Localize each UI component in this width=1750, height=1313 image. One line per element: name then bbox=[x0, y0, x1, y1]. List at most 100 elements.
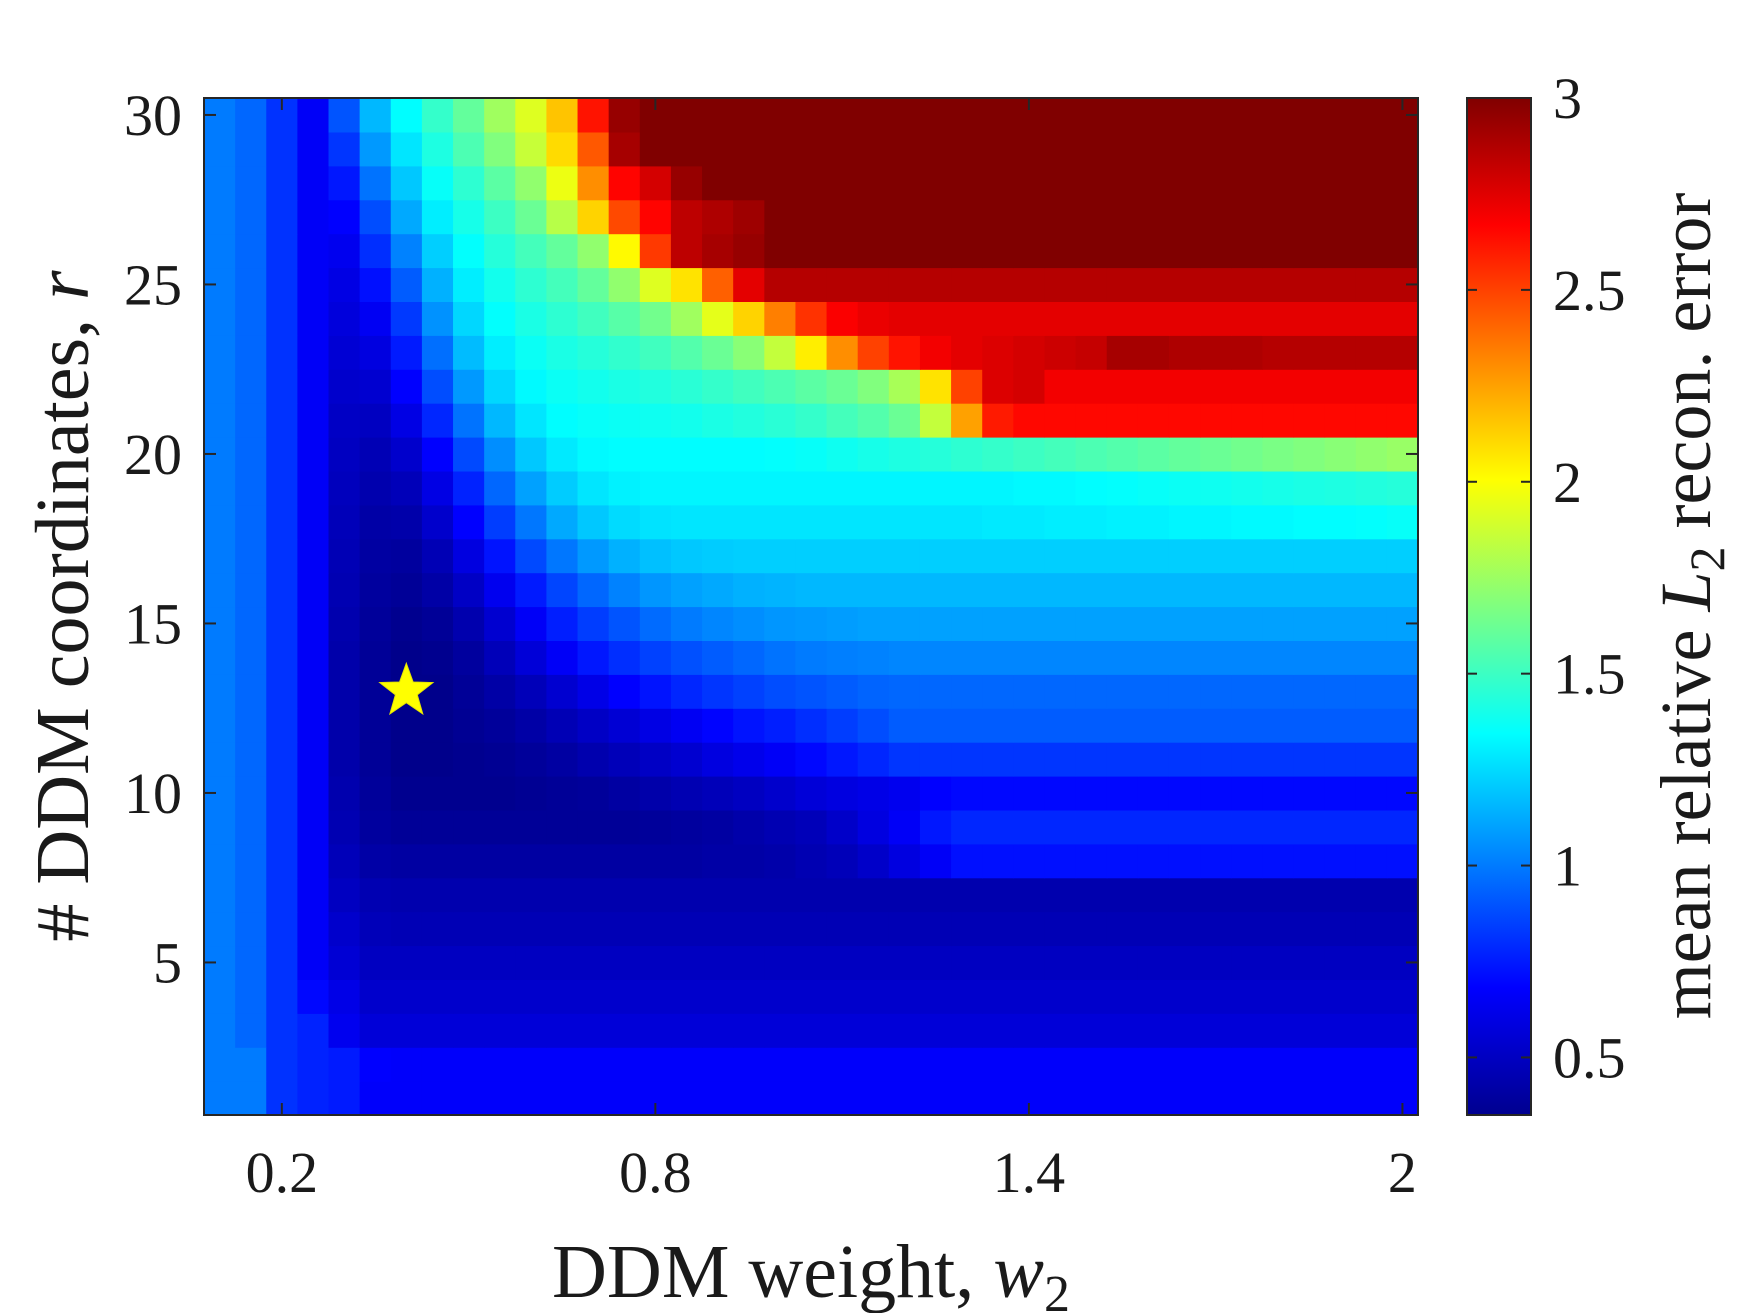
heatmap-cell bbox=[982, 1013, 1014, 1048]
heatmap-cell bbox=[577, 504, 610, 540]
heatmap-cell bbox=[1013, 708, 1046, 743]
heatmap-cell bbox=[888, 335, 921, 370]
heatmap-cell bbox=[951, 233, 983, 269]
heatmap-cell bbox=[1013, 403, 1046, 438]
heatmap-cell bbox=[764, 945, 797, 980]
heatmap-cell bbox=[1231, 674, 1263, 709]
heatmap-cell bbox=[390, 538, 423, 574]
heatmap-cell bbox=[1137, 233, 1170, 269]
heatmap-cell bbox=[359, 403, 392, 438]
heatmap-cell bbox=[390, 369, 423, 404]
heatmap-cell bbox=[951, 98, 983, 133]
heatmap-cell bbox=[1137, 979, 1170, 1014]
heatmap-cell bbox=[1013, 809, 1046, 845]
heatmap-cell bbox=[608, 877, 641, 913]
heatmap-cell bbox=[1324, 776, 1357, 811]
heatmap-cell bbox=[1013, 742, 1046, 777]
heatmap-cell bbox=[733, 606, 765, 641]
heatmap-cell bbox=[919, 877, 952, 913]
heatmap-cell bbox=[670, 301, 703, 336]
heatmap-cell bbox=[1355, 165, 1388, 201]
heatmap-cell bbox=[857, 843, 890, 879]
heatmap-cell bbox=[951, 437, 983, 472]
heatmap-cell bbox=[1106, 809, 1139, 845]
heatmap-cell bbox=[1106, 369, 1139, 404]
y-tick-label: 20 bbox=[124, 422, 182, 487]
heatmap-cell bbox=[1262, 1013, 1295, 1048]
heatmap-cell bbox=[764, 437, 797, 472]
heatmap-cell bbox=[608, 708, 641, 743]
heatmap-cell bbox=[1262, 742, 1295, 777]
heatmap-cell bbox=[888, 776, 921, 811]
heatmap-cell bbox=[484, 335, 516, 370]
heatmap-cell bbox=[359, 369, 392, 404]
heatmap-cell bbox=[1293, 538, 1326, 574]
heatmap-cell bbox=[1324, 538, 1357, 574]
heatmap-cell bbox=[453, 538, 485, 574]
heatmap-cell bbox=[826, 708, 859, 743]
heatmap-cell bbox=[1324, 979, 1357, 1014]
heatmap-cell bbox=[453, 301, 485, 336]
colorbar-tick-label: 0.5 bbox=[1553, 1025, 1626, 1090]
heatmap-cell bbox=[1231, 708, 1263, 743]
heatmap-cell bbox=[297, 606, 330, 641]
heatmap-cell bbox=[1044, 911, 1077, 947]
heatmap-cell bbox=[826, 165, 859, 201]
heatmap-cell bbox=[826, 267, 859, 302]
heatmap-cell bbox=[1013, 606, 1046, 641]
heatmap-cell bbox=[1200, 233, 1232, 269]
heatmap-cell bbox=[515, 1013, 548, 1048]
heatmap-cell bbox=[826, 945, 859, 980]
heatmap-cell bbox=[421, 199, 454, 235]
heatmap-cell bbox=[235, 877, 267, 913]
heatmap-cell bbox=[951, 267, 983, 302]
heatmap-cell bbox=[515, 504, 548, 540]
heatmap-cell bbox=[733, 708, 765, 743]
heatmap-cell bbox=[1200, 708, 1232, 743]
heatmap-cell bbox=[359, 708, 392, 743]
heatmap-cell bbox=[1137, 1081, 1170, 1115]
heatmap-cell bbox=[733, 1047, 765, 1082]
heatmap-cell bbox=[982, 369, 1014, 404]
heatmap-cell bbox=[1386, 233, 1418, 269]
heatmap-cell bbox=[1075, 809, 1108, 845]
heatmap-cell bbox=[266, 437, 298, 472]
heatmap-cell bbox=[204, 877, 236, 913]
heatmap-cell bbox=[1106, 199, 1139, 235]
heatmap-cell bbox=[390, 403, 423, 438]
heatmap-cell bbox=[1044, 335, 1077, 370]
heatmap-cell bbox=[297, 809, 330, 845]
heatmap-cell bbox=[857, 640, 890, 675]
heatmap-cell bbox=[1293, 335, 1326, 370]
heatmap-cell bbox=[639, 335, 672, 370]
heatmap-cell bbox=[1324, 165, 1357, 201]
heatmap-cell bbox=[328, 979, 361, 1014]
heatmap-cell bbox=[639, 979, 672, 1014]
heatmap-cell bbox=[1137, 1013, 1170, 1048]
x-axis: 0.2 0.8 1.4 2 bbox=[246, 98, 1417, 1205]
heatmap-cell bbox=[1231, 98, 1263, 133]
heatmap-cell bbox=[1231, 945, 1263, 980]
heatmap-cell bbox=[702, 572, 734, 608]
heatmap-cell bbox=[235, 437, 267, 472]
heatmap-cell bbox=[1262, 640, 1295, 675]
heatmap-cell bbox=[1231, 1081, 1263, 1115]
heatmap-cell bbox=[857, 945, 890, 980]
heatmap-cell bbox=[390, 470, 423, 506]
heatmap-cell bbox=[702, 742, 734, 777]
heatmap-cell bbox=[702, 437, 734, 472]
heatmap-cell bbox=[204, 809, 236, 845]
heatmap-cell bbox=[795, 98, 828, 133]
heatmap-cell bbox=[670, 538, 703, 574]
heatmap-cell bbox=[266, 674, 298, 709]
heatmap-cell bbox=[1293, 945, 1326, 980]
heatmap-cell bbox=[1200, 843, 1232, 879]
heatmap-cell bbox=[888, 843, 921, 879]
heatmap-cell bbox=[421, 606, 454, 641]
heatmap-cell bbox=[1324, 674, 1357, 709]
heatmap-cell bbox=[1013, 199, 1046, 235]
heatmap-cell bbox=[297, 233, 330, 269]
heatmap-cell bbox=[764, 979, 797, 1014]
heatmap-cell bbox=[608, 776, 641, 811]
heatmap-cell bbox=[204, 911, 236, 947]
